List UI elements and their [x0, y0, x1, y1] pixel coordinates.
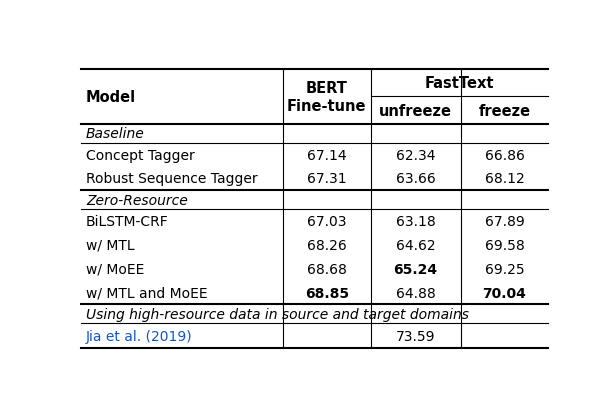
Text: 64.88: 64.88 — [396, 286, 436, 300]
Text: Baseline: Baseline — [86, 127, 144, 141]
Text: Robust Sequence Tagger: Robust Sequence Tagger — [86, 172, 258, 186]
Text: freeze: freeze — [479, 103, 531, 119]
Text: 63.66: 63.66 — [396, 172, 436, 186]
Text: Using high-resource data in source and target domains: Using high-resource data in source and t… — [86, 307, 469, 321]
Text: 67.31: 67.31 — [307, 172, 346, 186]
Text: 66.86: 66.86 — [485, 148, 524, 162]
Text: 69.25: 69.25 — [485, 262, 524, 276]
Text: 63.18: 63.18 — [396, 214, 436, 228]
Text: FastText: FastText — [425, 76, 494, 91]
Text: 69.58: 69.58 — [485, 238, 524, 252]
Text: 68.85: 68.85 — [305, 286, 349, 300]
Text: Model: Model — [86, 90, 136, 105]
Text: Concept Tagger: Concept Tagger — [86, 148, 195, 162]
Text: 67.14: 67.14 — [307, 148, 346, 162]
Text: 62.34: 62.34 — [396, 148, 435, 162]
Text: w/ MoEE: w/ MoEE — [86, 262, 144, 276]
Text: w/ MTL: w/ MTL — [86, 238, 135, 252]
Text: unfreeze: unfreeze — [379, 103, 452, 119]
Text: 68.26: 68.26 — [307, 238, 346, 252]
Text: BERT
Fine-tune: BERT Fine-tune — [287, 81, 367, 113]
Text: 68.68: 68.68 — [307, 262, 346, 276]
Text: 68.12: 68.12 — [485, 172, 524, 186]
Text: 64.62: 64.62 — [396, 238, 435, 252]
Text: 67.89: 67.89 — [485, 214, 524, 228]
Text: 65.24: 65.24 — [394, 262, 438, 276]
Text: 73.59: 73.59 — [396, 329, 435, 343]
Text: 67.03: 67.03 — [307, 214, 346, 228]
Text: 70.04: 70.04 — [483, 286, 526, 300]
Text: Jia et al. (2019): Jia et al. (2019) — [86, 329, 193, 343]
Text: BiLSTM-CRF: BiLSTM-CRF — [86, 214, 169, 228]
Text: w/ MTL and MoEE: w/ MTL and MoEE — [86, 286, 207, 300]
Text: Zero-Resource: Zero-Resource — [86, 193, 188, 207]
